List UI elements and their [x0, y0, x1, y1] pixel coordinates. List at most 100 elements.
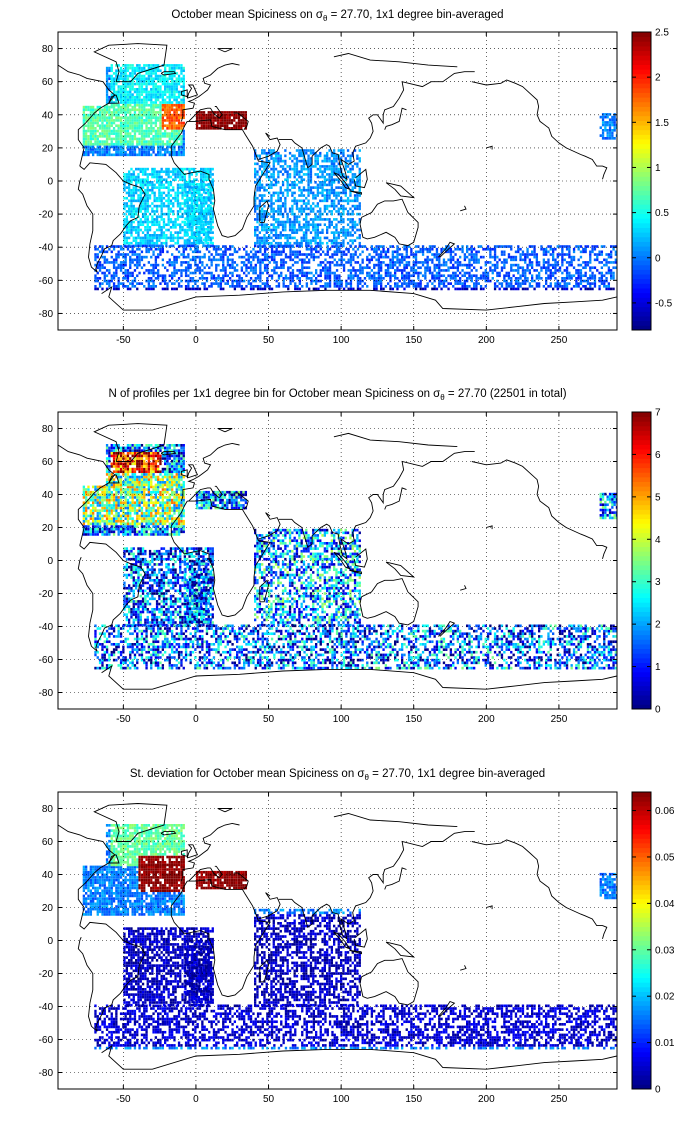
- heatmap-cell: [519, 255, 522, 259]
- heatmap-cell: [345, 253, 348, 256]
- heatmap-cell: [108, 282, 111, 285]
- heatmap-cell: [182, 103, 185, 107]
- heatmap-cell: [138, 85, 141, 88]
- heatmap-cell: [182, 253, 185, 256]
- heatmap-cell: [172, 234, 175, 237]
- heatmap-cell: [333, 159, 336, 163]
- heatmap-cell: [171, 74, 174, 78]
- heatmap-cell: [435, 274, 439, 278]
- heatmap-cell: [130, 173, 133, 176]
- heatmap-cell: [193, 220, 196, 224]
- heatmap-cell: [184, 287, 188, 291]
- heatmap-cell: [98, 277, 102, 280]
- heatmap-cell: [119, 129, 123, 133]
- heatmap-cell: [152, 113, 155, 117]
- heatmap-cell: [119, 105, 123, 109]
- heatmap-cell: [279, 157, 282, 160]
- heatmap-cell: [316, 202, 320, 205]
- heatmap-cell: [115, 77, 118, 81]
- heatmap-cell: [126, 253, 130, 256]
- heatmap-cell: [191, 220, 194, 223]
- heatmap-cell: [177, 255, 181, 259]
- heatmap-cell: [173, 98, 176, 102]
- heatmap-cell: [319, 247, 322, 251]
- heatmap-cell: [132, 186, 135, 189]
- heatmap-cell: [155, 223, 159, 227]
- heatmap-cell: [358, 194, 361, 197]
- heatmap-cell: [272, 228, 275, 232]
- heatmap-cell: [154, 85, 158, 88]
- heatmap-cell: [507, 253, 511, 256]
- heatmap-cell: [128, 170, 131, 174]
- heatmap-cell: [112, 77, 116, 81]
- heatmap-cell: [164, 80, 167, 83]
- heatmap-cell: [133, 258, 137, 262]
- heatmap-cell: [354, 261, 357, 264]
- heatmap-cell: [105, 282, 109, 285]
- heatmap-cell: [143, 105, 146, 109]
- heatmap-cell: [126, 132, 130, 135]
- heatmap-cell: [161, 148, 165, 151]
- heatmap-cell: [136, 266, 139, 270]
- heatmap-cell: [370, 247, 374, 251]
- heatmap-cell: [158, 170, 161, 174]
- heatmap-cell: [380, 263, 383, 267]
- heatmap-cell: [145, 95, 148, 99]
- heatmap-cell: [268, 178, 271, 182]
- heatmap-cell: [168, 142, 171, 146]
- heatmap-cell: [256, 183, 259, 187]
- heatmap-cell: [312, 186, 315, 189]
- heatmap-cell: [475, 279, 478, 283]
- heatmap-cell: [160, 241, 163, 245]
- heatmap-cell: [119, 269, 123, 272]
- heatmap-cell: [190, 191, 194, 195]
- heatmap-cell: [389, 277, 392, 280]
- heatmap-cell: [238, 277, 241, 280]
- heatmap-cell: [154, 247, 158, 251]
- heatmap-cell: [138, 140, 141, 143]
- heatmap-cell: [309, 239, 313, 242]
- heatmap-cell: [349, 271, 353, 275]
- heatmap-cell: [110, 66, 113, 70]
- heatmap-cell: [345, 282, 348, 285]
- heatmap-cell: [176, 241, 180, 245]
- heatmap-cell: [356, 207, 359, 211]
- heatmap-cell: [168, 124, 171, 128]
- heatmap-cell: [117, 85, 120, 88]
- heatmap-cell: [295, 183, 299, 187]
- heatmap-cell: [87, 105, 90, 109]
- heatmap-cell: [212, 282, 216, 285]
- heatmap-cell: [98, 245, 102, 248]
- heatmap-cell: [122, 108, 125, 112]
- heatmap-cell: [533, 253, 536, 256]
- heatmap-cell: [342, 204, 345, 208]
- heatmap-cell: [314, 236, 317, 240]
- heatmap-cell: [130, 220, 133, 224]
- heatmap-cell: [484, 279, 487, 283]
- heatmap-cell: [342, 234, 345, 237]
- heatmap-cell: [211, 226, 214, 229]
- heatmap-cell: [103, 116, 106, 120]
- heatmap-cell: [152, 269, 155, 272]
- heatmap-cell: [191, 233, 194, 236]
- heatmap-cell: [101, 127, 104, 130]
- heatmap-cell: [333, 236, 336, 240]
- heatmap-cell: [261, 282, 264, 285]
- heatmap-cell: [349, 178, 352, 182]
- heatmap-cell: [405, 250, 408, 254]
- heatmap-cell: [326, 274, 329, 278]
- heatmap-cell: [140, 135, 144, 138]
- heatmap-cell: [535, 269, 539, 272]
- heatmap-cell: [291, 228, 294, 232]
- heatmap-cell: [154, 105, 158, 109]
- heatmap-cell: [195, 217, 199, 221]
- heatmap-cell: [298, 282, 302, 285]
- heatmap-cell: [361, 250, 364, 254]
- heatmap-cell: [312, 207, 315, 211]
- heatmap-cell: [403, 269, 406, 272]
- heatmap-cell: [540, 245, 543, 248]
- heatmap-cell: [524, 258, 527, 262]
- heatmap-cell: [103, 108, 106, 112]
- heatmap-cell: [284, 228, 287, 232]
- heatmap-cell: [135, 210, 138, 213]
